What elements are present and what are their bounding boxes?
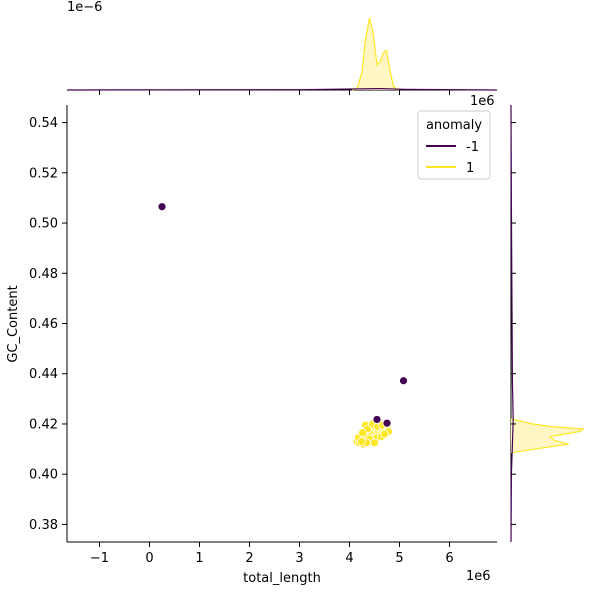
scatter-points xyxy=(157,202,408,449)
right-marginal-offset-label: 1e6 xyxy=(470,94,495,109)
x-tick-label: 1 xyxy=(195,551,203,566)
top-kde-line-anomaly xyxy=(66,87,498,91)
x-tick-label: 6 xyxy=(445,551,453,566)
y-tick-label: 0.54 xyxy=(29,116,58,131)
scatter-point-anomaly xyxy=(382,418,392,428)
scatter-point-normal xyxy=(370,438,379,448)
y-tick-label: 0.46 xyxy=(29,317,58,332)
scatter-point-normal xyxy=(380,429,389,439)
legend-label-1: 1 xyxy=(466,161,474,176)
x-tick-label: −1 xyxy=(90,551,109,566)
x-axis-offset-label: 1e6 xyxy=(466,569,491,584)
y-tick-label: 0.40 xyxy=(29,468,58,483)
x-axis-label: total_length xyxy=(243,571,321,586)
legend-title: anomaly xyxy=(426,118,482,133)
right-kde-line-anomaly xyxy=(510,104,514,543)
y-axis-ticks: 0.38 0.40 0.42 0.44 0.46 0.48 0.50 0.52 0.54 xyxy=(29,116,516,533)
scatter-point-anomaly xyxy=(372,415,382,424)
x-tick-label: 4 xyxy=(345,551,353,566)
main-axes: −1 0 1 2 3 4 5 6 0.380.400.420.440.460.480.500.… xyxy=(6,90,516,586)
scatter-point-anomaly xyxy=(157,202,167,212)
right-marginal-axes: 1e6 xyxy=(470,94,585,543)
scatter-point-normal xyxy=(358,428,367,438)
scatter-point-anomaly xyxy=(399,376,408,386)
scatter-point-normal xyxy=(357,437,366,446)
top-marginal-axes: 1e−6 xyxy=(66,0,498,91)
x-tick-label: 2 xyxy=(245,551,253,566)
x-tick-label: 0 xyxy=(145,551,153,566)
y-tick-label: 0.50 xyxy=(29,217,58,232)
top-marginal-offset-label: 1e−6 xyxy=(67,0,102,15)
right-kde-line-normal xyxy=(510,418,585,454)
top-marginal-kde xyxy=(66,17,498,91)
right-marginal-kde xyxy=(510,104,585,543)
y-tick-label: 0.42 xyxy=(29,417,58,432)
x-tick-label: 5 xyxy=(395,551,403,566)
y-tick-label: 0.44 xyxy=(29,367,58,382)
y-axis-label: GC_Content xyxy=(6,285,21,362)
y-tick-label: 0.38 xyxy=(29,518,58,533)
y-tick-label: 0.48 xyxy=(29,267,58,282)
legend-label-neg1: -1 xyxy=(466,140,479,155)
x-axis-ticks: −1 0 1 2 3 4 5 6 xyxy=(90,90,454,566)
top-kde-line-normal xyxy=(351,17,399,91)
y-tick-label: 0.52 xyxy=(29,166,58,181)
legend: anomaly -1 1 xyxy=(417,110,491,180)
x-tick-label: 3 xyxy=(295,551,303,566)
